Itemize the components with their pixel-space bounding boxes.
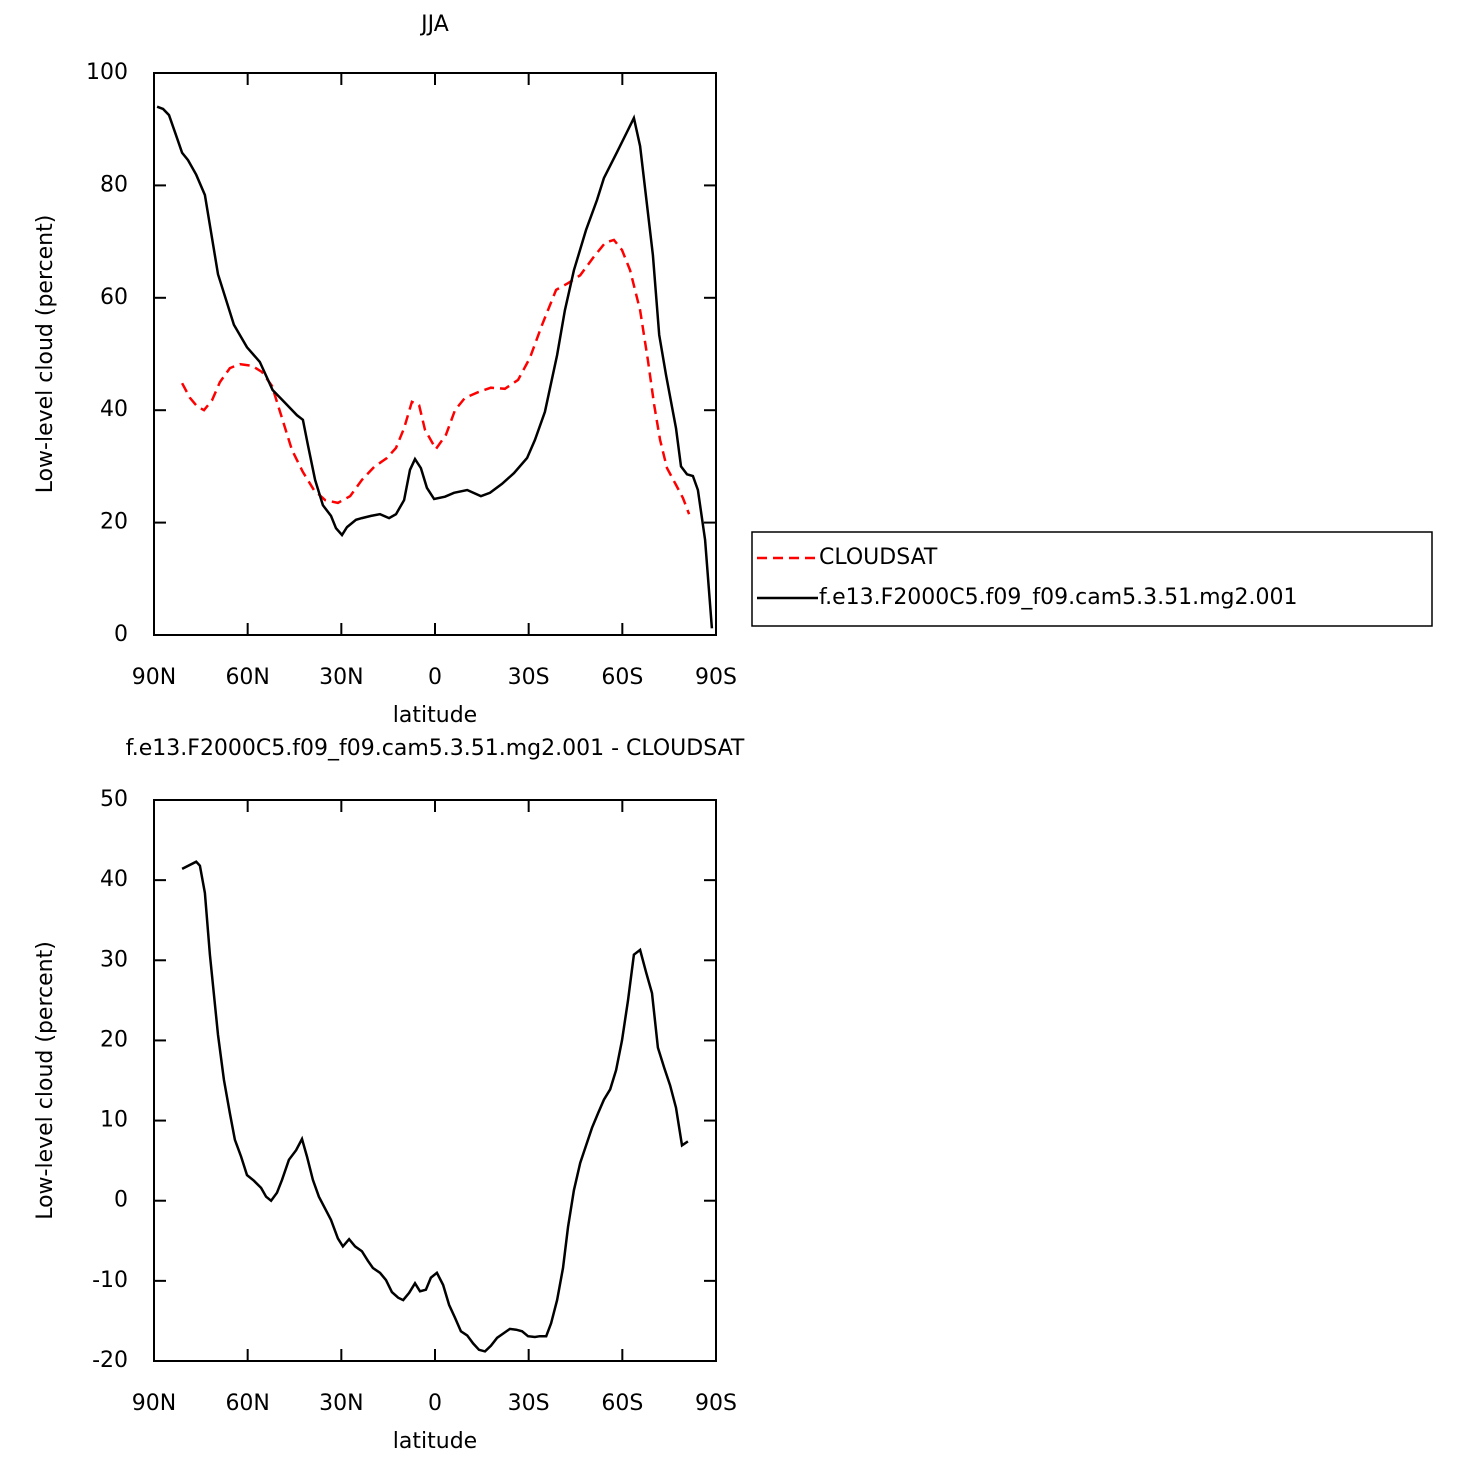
y-axis-label: Low-level cloud (percent) [33,941,58,1220]
x-axis-label: latitude [393,703,477,728]
x-tick-label: 60N [225,1391,269,1416]
plot-frame [153,799,717,1362]
y-tick-label: 0 [114,622,128,647]
y-tick-label: 0 [114,1188,128,1213]
y-tick-label: 40 [100,397,128,422]
x-tick-label: 90S [695,665,737,690]
legend-label: f.e13.F2000C5.f09_f09.cam5.3.51.mg2.001 [819,585,1297,610]
y-tick-label: 20 [100,1027,128,1052]
y-tick-label: 10 [100,1108,128,1133]
legend-box [751,531,1433,627]
legend-label: CLOUDSAT [819,545,938,570]
x-tick-label: 30S [508,1391,550,1416]
y-tick-label: -20 [92,1348,128,1373]
y-axis-label: Low-level cloud (percent) [33,215,58,494]
x-tick-label: 60N [225,665,269,690]
x-tick-label: 0 [428,1391,442,1416]
data-line [180,238,691,515]
y-tick-label: 80 [100,172,128,197]
x-axis-label: latitude [393,1429,477,1454]
plot-frame [153,72,717,636]
x-tick-label: 60S [601,1391,643,1416]
x-tick-label: 90S [695,1391,737,1416]
y-tick-label: 60 [100,285,128,310]
data-line [156,105,714,629]
x-tick-label: 60S [601,665,643,690]
x-tick-label: 30S [508,665,550,690]
data-line [181,860,689,1353]
y-tick-label: 40 [100,867,128,892]
chart-title: JJA [419,12,449,37]
x-tick-label: 90N [132,1391,176,1416]
y-tick-label: -10 [92,1268,128,1293]
y-tick-label: 100 [86,60,128,85]
x-tick-label: 0 [428,665,442,690]
chart-title: f.e13.F2000C5.f09_f09.cam5.3.51.mg2.001 … [126,736,745,761]
x-tick-label: 30N [319,665,363,690]
y-tick-label: 30 [100,947,128,972]
x-tick-label: 30N [319,1391,363,1416]
x-tick-label: 90N [132,665,176,690]
y-tick-label: 20 [100,510,128,535]
y-tick-label: 50 [100,787,128,812]
